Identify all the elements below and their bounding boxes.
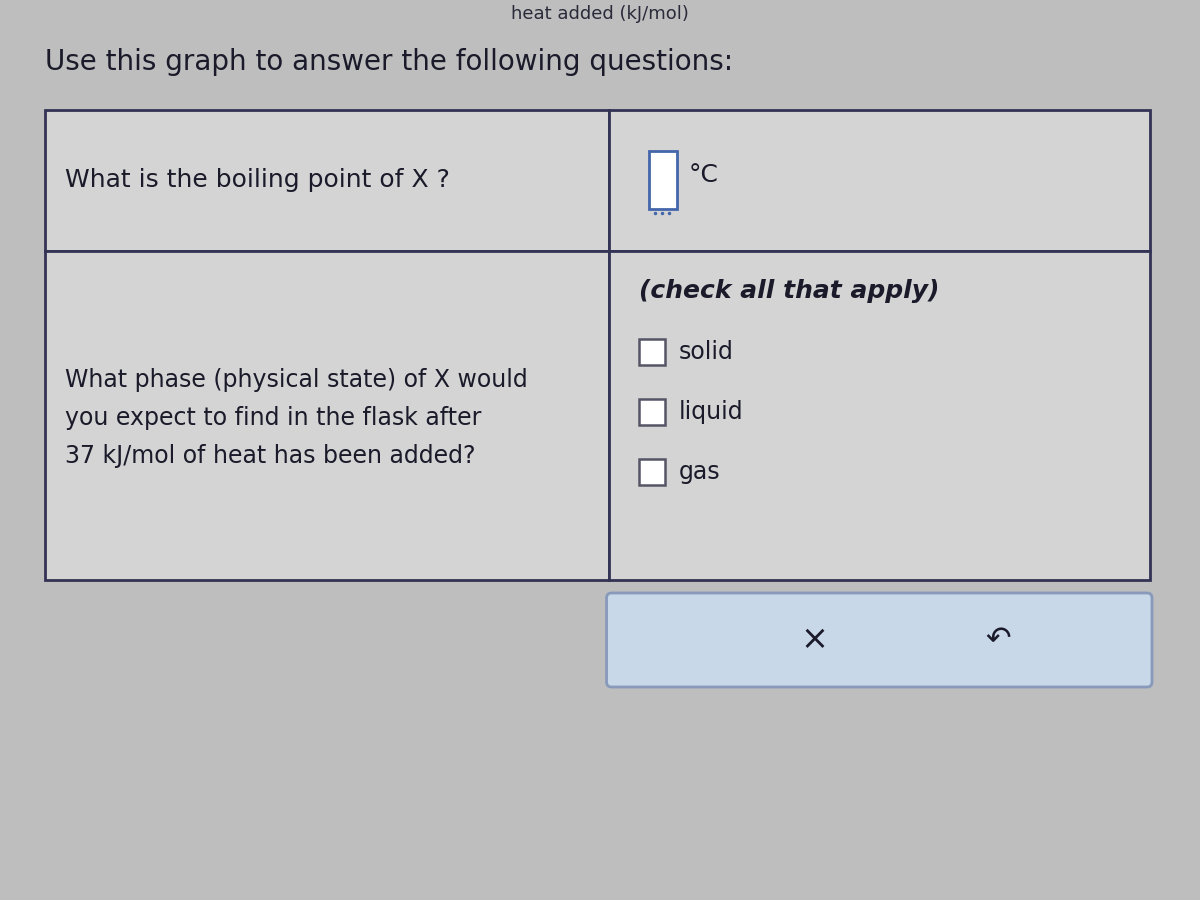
Bar [608,110,1150,251]
Text: gas: gas [678,460,720,484]
Text: liquid: liquid [678,400,743,424]
Text: solid: solid [678,340,733,364]
FancyBboxPatch shape [606,593,1152,687]
Text: 37 kJ/mol of heat has been added?: 37 kJ/mol of heat has been added? [65,445,475,469]
Text: °C: °C [689,164,719,187]
Text: you expect to find in the flask after: you expect to find in the flask after [65,407,481,430]
Bar [638,399,665,425]
Text: ×: × [800,624,828,656]
Text: heat added (kJ/mol): heat added (kJ/mol) [511,5,689,23]
Bar [638,339,665,365]
Bar [608,251,1150,580]
Bar [638,459,665,485]
Text: (check all that apply): (check all that apply) [638,279,938,303]
Bar [648,150,677,209]
Text: ↶: ↶ [985,626,1012,654]
Bar [46,110,608,251]
Text: Use this graph to answer the following questions:: Use this graph to answer the following q… [46,48,733,76]
Text: What is the boiling point of X ?: What is the boiling point of X ? [65,168,450,193]
Text: What phase (physical state) of X would: What phase (physical state) of X would [65,368,528,392]
Bar [46,251,608,580]
